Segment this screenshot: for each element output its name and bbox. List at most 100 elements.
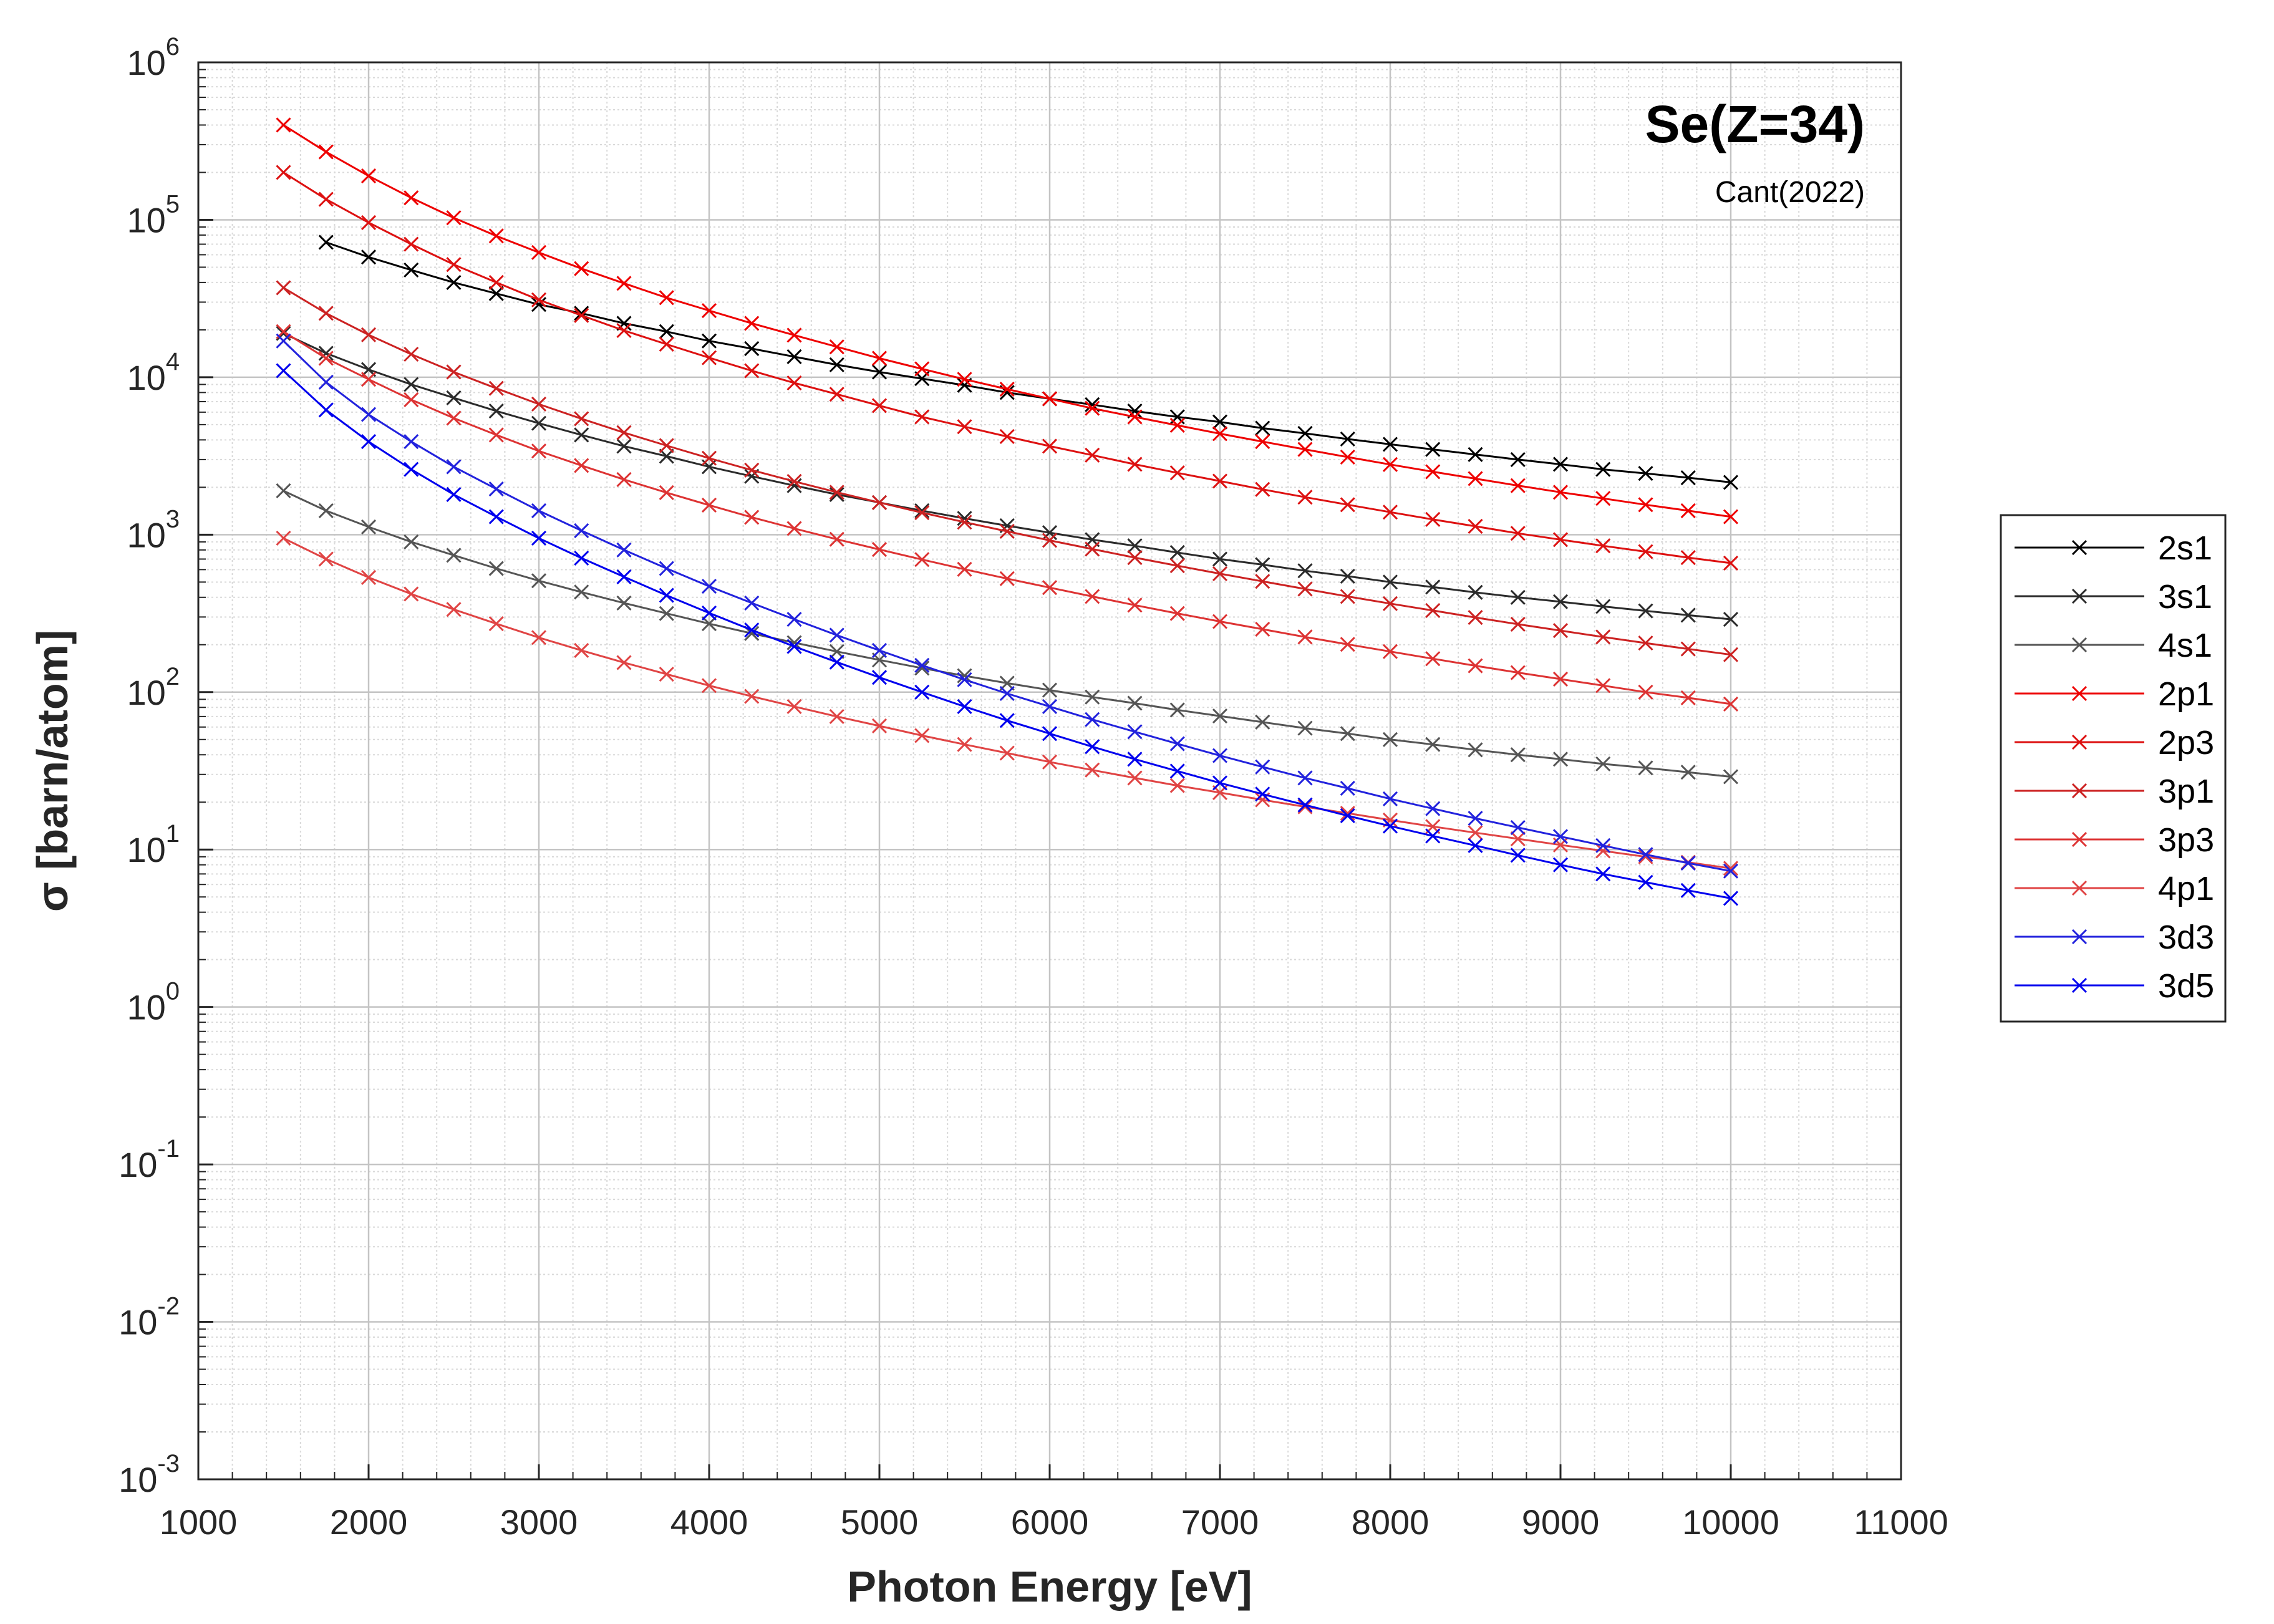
data-point-marker — [829, 627, 844, 643]
data-point-marker — [1595, 538, 1611, 554]
data-point-marker — [744, 363, 760, 379]
legend-marker — [2071, 783, 2088, 799]
legend-marker — [2071, 637, 2088, 653]
data-point-marker — [914, 728, 930, 743]
data-point-marker — [829, 357, 844, 372]
data-point-marker — [659, 290, 674, 306]
data-point-marker — [1468, 610, 1483, 626]
data-point-marker — [1169, 558, 1185, 574]
data-point-marker — [1723, 611, 1739, 627]
data-point-marker — [1382, 791, 1398, 806]
data-point-marker — [871, 398, 888, 413]
data-point-marker — [1042, 754, 1058, 770]
data-point-marker — [1510, 819, 1526, 835]
legend-marker — [2071, 539, 2088, 556]
data-point-marker — [616, 316, 632, 331]
data-point-marker — [1127, 695, 1143, 711]
data-point-marker — [1255, 434, 1270, 450]
legend-item-3d5: 3d5 — [2015, 967, 2214, 1005]
data-point-marker — [1468, 584, 1483, 600]
data-point-marker — [1638, 849, 1653, 864]
data-point-marker — [1468, 447, 1483, 462]
data-point-marker — [1425, 464, 1441, 480]
data-point-marker — [318, 402, 334, 418]
legend-label: 3d3 — [2158, 919, 2214, 956]
x-axis-title: Photon Energy [eV] — [847, 1562, 1252, 1611]
data-point-marker — [488, 380, 504, 396]
series-line — [326, 241, 1731, 483]
data-point-marker — [701, 605, 717, 621]
chart-title: Se(Z=34) — [1645, 95, 1865, 153]
data-point-marker — [488, 286, 504, 301]
data-point-marker — [1638, 874, 1653, 890]
data-point-marker — [957, 372, 972, 387]
data-point-marker — [1212, 614, 1228, 629]
data-point-marker — [1680, 470, 1696, 486]
data-point-marker — [829, 339, 844, 355]
data-point-marker — [1382, 732, 1398, 747]
data-point-marker — [360, 327, 377, 342]
data-point-marker — [999, 571, 1015, 586]
data-point-marker — [446, 459, 462, 475]
data-point-marker — [1595, 599, 1611, 614]
data-point-marker — [531, 415, 547, 431]
data-point-marker — [488, 481, 504, 497]
data-point-marker — [871, 495, 888, 510]
x-tick-label: 7000 — [1181, 1502, 1259, 1542]
x-tick-label: 6000 — [1011, 1502, 1089, 1542]
legend-label: 4s1 — [2158, 627, 2212, 664]
data-point-marker — [1595, 756, 1611, 771]
data-point-marker — [1297, 581, 1313, 597]
data-point-marker — [999, 685, 1015, 702]
data-point-marker — [1680, 882, 1696, 898]
data-point-marker — [1127, 724, 1143, 740]
data-point-marker — [574, 550, 589, 566]
data-point-marker — [701, 333, 717, 349]
data-point-marker — [360, 249, 377, 265]
series-3d5 — [276, 363, 1739, 906]
legend-label: 2p1 — [2158, 675, 2214, 713]
data-point-marker — [1127, 457, 1143, 472]
data-point-marker — [1552, 594, 1569, 609]
data-point-marker — [1212, 566, 1228, 581]
data-point-marker — [404, 434, 419, 450]
data-point-marker — [488, 561, 504, 576]
data-point-marker — [1680, 503, 1696, 518]
data-point-marker — [318, 234, 334, 250]
y-tick-label: 10-2 — [119, 1293, 180, 1342]
chart-subtitle: Cant(2022) — [1715, 176, 1865, 209]
data-point-marker — [616, 471, 632, 487]
data-point-marker — [1127, 409, 1143, 425]
data-point-marker — [1297, 629, 1313, 645]
data-point-marker — [1595, 462, 1611, 477]
data-point-marker — [276, 483, 291, 499]
data-point-marker — [446, 210, 462, 226]
data-point-marker — [1382, 818, 1398, 834]
legend-item-2p1: 2p1 — [2015, 675, 2214, 713]
data-point-marker — [276, 333, 291, 349]
ticks — [197, 61, 1902, 1481]
data-point-marker — [1552, 752, 1569, 767]
data-point-marker — [1510, 526, 1526, 541]
data-point-marker — [1212, 473, 1228, 489]
data-point-marker — [574, 427, 589, 443]
data-point-marker — [1212, 748, 1228, 763]
data-point-marker — [1468, 518, 1483, 534]
data-point-marker — [1297, 425, 1313, 441]
data-point-marker — [1340, 589, 1355, 604]
data-point-marker — [404, 346, 419, 362]
y-tick-label: 10-1 — [119, 1135, 180, 1184]
data-point-marker — [1510, 831, 1526, 847]
data-point-marker — [1382, 596, 1398, 611]
data-point-marker — [531, 630, 547, 645]
y-tick-label: 100 — [127, 978, 180, 1027]
data-point-marker — [871, 670, 888, 685]
data-point-marker — [1169, 465, 1185, 481]
data-point-marker — [1680, 641, 1696, 657]
data-point-marker — [574, 411, 589, 427]
data-point-marker — [744, 341, 760, 357]
data-point-marker — [659, 666, 674, 682]
data-point-marker — [1425, 828, 1441, 844]
data-point-marker — [659, 561, 674, 576]
x-tick-label: 4000 — [670, 1502, 748, 1542]
